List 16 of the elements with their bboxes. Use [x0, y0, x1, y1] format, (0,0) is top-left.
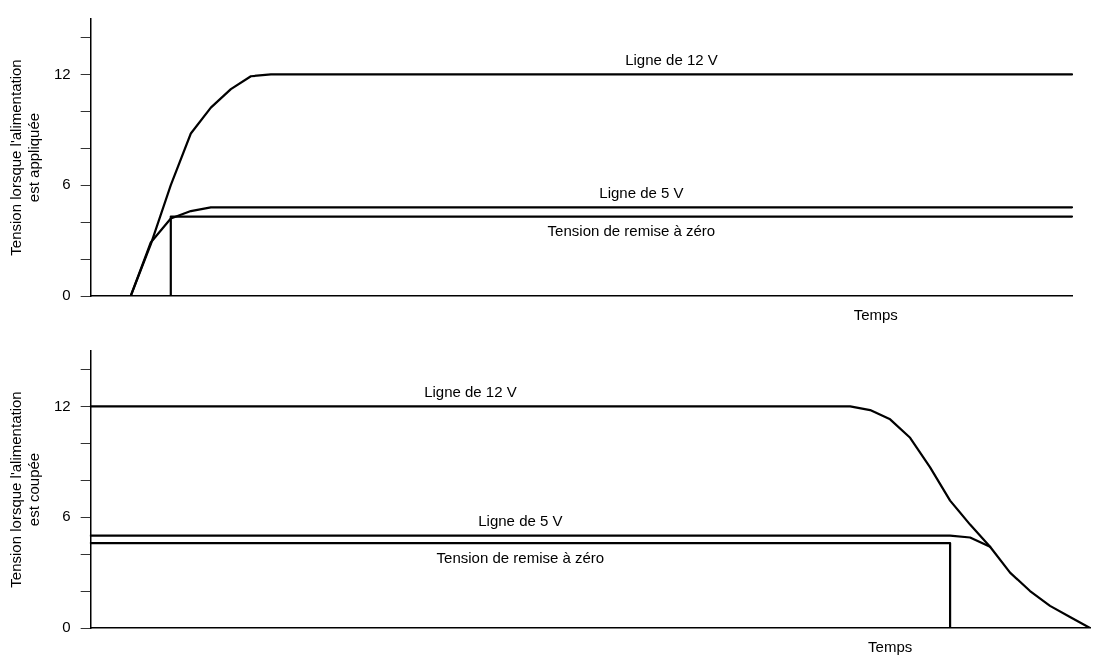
- series-label: Ligne de 12 V: [625, 51, 718, 69]
- y-tick-label: 12: [54, 396, 71, 414]
- y-axis-title: Tension lorsque l'alimentation est appliquée: [7, 59, 43, 256]
- y-tick-label: 12: [54, 64, 71, 82]
- series-label: Ligne de 5 V: [599, 184, 684, 201]
- y-tick-label: 0: [62, 286, 71, 304]
- series-label: Tension de remise à zéro: [547, 222, 716, 240]
- y-tick-label: 6: [62, 175, 71, 193]
- series-label: Tension de remise à zéro: [436, 548, 605, 566]
- x-axis-title: Temps: [853, 305, 898, 323]
- y-axis-title: Tension lorsque l'alimentation est coupée: [7, 391, 43, 588]
- x-axis-title: Temps: [868, 637, 913, 655]
- series-label: Ligne de 5 V: [478, 512, 563, 530]
- y-tick-label: 0: [62, 618, 71, 636]
- y-tick-label: 6: [62, 507, 71, 525]
- series-label: Ligne de 12 V: [424, 383, 517, 401]
